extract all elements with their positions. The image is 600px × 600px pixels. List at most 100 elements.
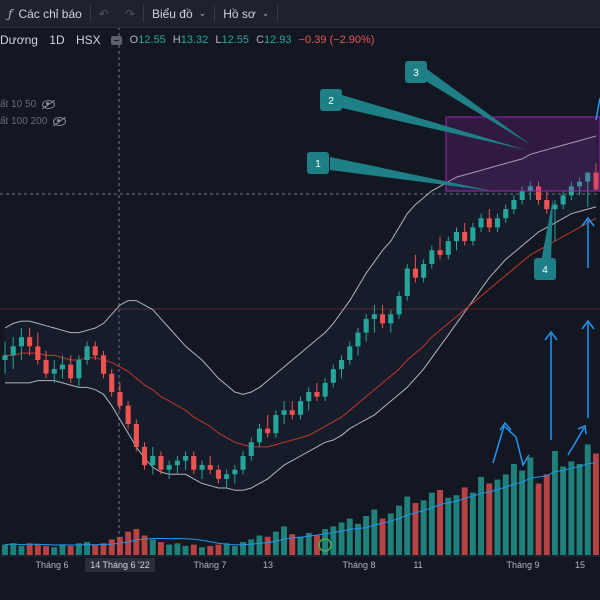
toolbar-divider (277, 5, 279, 22)
volume-bars (2, 444, 599, 555)
candle-body (593, 172, 599, 190)
volume-bar (412, 503, 419, 555)
range-box[interactable] (445, 116, 600, 192)
volume-bar (486, 483, 493, 555)
chart-menu-button[interactable]: Biểu đồ ⌄ (144, 0, 214, 27)
volume-bar (297, 536, 304, 555)
volume-bar (215, 544, 222, 555)
candle (339, 355, 345, 379)
candle (322, 378, 328, 402)
annotation-badge-3[interactable] (405, 61, 427, 83)
arrow-zigzag-2 (515, 436, 530, 467)
candle-body (2, 355, 8, 360)
candle (445, 236, 451, 260)
candle (396, 291, 402, 319)
symbol-info[interactable]: Dương 1D HSX (0, 33, 109, 47)
volume-bar (461, 487, 468, 555)
candle (593, 163, 599, 191)
candle-body (10, 346, 16, 356)
low-key: L (215, 34, 222, 46)
candle-body (388, 314, 394, 324)
candle-body (412, 268, 418, 278)
candle-body (150, 456, 156, 466)
candle-body (133, 424, 139, 447)
chevron-down-icon: ⌄ (261, 8, 270, 18)
x-tick-label: 13 (263, 560, 273, 570)
top-toolbar: ƒ Các chỉ báo ↶ ↷ Biểu đồ ⌄ Hồ sơ ⌄ (0, 0, 600, 28)
volume-bar (199, 547, 205, 555)
candle (109, 369, 115, 397)
candle (183, 451, 189, 470)
profile-menu-button[interactable]: Hồ sơ ⌄ (215, 0, 277, 27)
candle-body (248, 442, 254, 456)
volume-bar (576, 464, 583, 555)
volume-bar (26, 543, 33, 555)
redo-button[interactable]: ↷ (117, 0, 143, 27)
undo-button[interactable]: ↶ (91, 0, 117, 27)
symbol-interval: 1D (49, 33, 65, 47)
candle-body (462, 232, 468, 242)
volume-bar (346, 518, 353, 555)
open-value: 12.55 (138, 34, 166, 46)
candle-body (511, 200, 517, 210)
eye-hidden-icon[interactable] (42, 100, 56, 109)
candle-body (43, 360, 49, 374)
volume-bar (125, 531, 132, 555)
candle (166, 460, 172, 479)
volume-bar (527, 457, 534, 555)
candle (347, 341, 353, 365)
volume-bar (552, 451, 558, 555)
volume-bar (338, 522, 345, 555)
candle (207, 456, 213, 475)
candle (84, 341, 90, 365)
candle-body (142, 446, 148, 466)
volume-bar (519, 470, 526, 555)
volume-bar (2, 544, 8, 555)
candle (224, 469, 230, 488)
volume-bar (560, 466, 567, 555)
candle-body (92, 346, 98, 356)
candle (306, 387, 312, 411)
annotation-badge-4[interactable] (534, 258, 556, 280)
candle (133, 419, 139, 452)
function-icon: ƒ (8, 6, 13, 21)
candle (281, 401, 287, 424)
eye-hidden-icon[interactable] (53, 117, 67, 126)
candle-body (224, 474, 230, 479)
candle-body (59, 364, 65, 370)
candle-body (437, 250, 443, 255)
collapse-legend-icon[interactable] (110, 35, 122, 45)
indicator-row-1[interactable]: ất 10 50 (0, 99, 56, 110)
candle-body (232, 469, 238, 475)
volume-bar (43, 545, 49, 555)
volume-bar (535, 483, 542, 555)
indicator-row-2[interactable]: ất 100 200 (0, 116, 67, 127)
volume-bar (182, 545, 189, 555)
volume-bar (18, 545, 25, 555)
time-axis[interactable]: Tháng 6 14 Tháng 6 '22 Tháng 7 13 Tháng … (0, 555, 600, 572)
candle-body (35, 346, 41, 360)
volume-bar (117, 536, 123, 555)
candle (412, 254, 418, 283)
candle-body (527, 186, 533, 191)
volume-bar (322, 529, 329, 555)
volume-bar (158, 542, 164, 555)
candle (363, 314, 369, 342)
candle-body (68, 364, 74, 379)
annotation-badge-2[interactable] (320, 89, 342, 111)
candle-body (166, 465, 172, 470)
indicators-label: Các chỉ báo (18, 6, 82, 21)
candle (76, 355, 82, 388)
candle-body (404, 268, 410, 296)
candle (388, 309, 394, 333)
volume-bar (511, 464, 517, 555)
high-key: H (172, 34, 181, 46)
annotation-badge-1[interactable] (307, 152, 329, 174)
candle-body (51, 369, 57, 374)
volume-bar (256, 535, 263, 555)
volume-bar (133, 529, 140, 555)
indicators-button[interactable]: ƒ Các chỉ báo (0, 0, 90, 27)
volume-bar (108, 539, 115, 555)
volume-bar (305, 532, 312, 555)
